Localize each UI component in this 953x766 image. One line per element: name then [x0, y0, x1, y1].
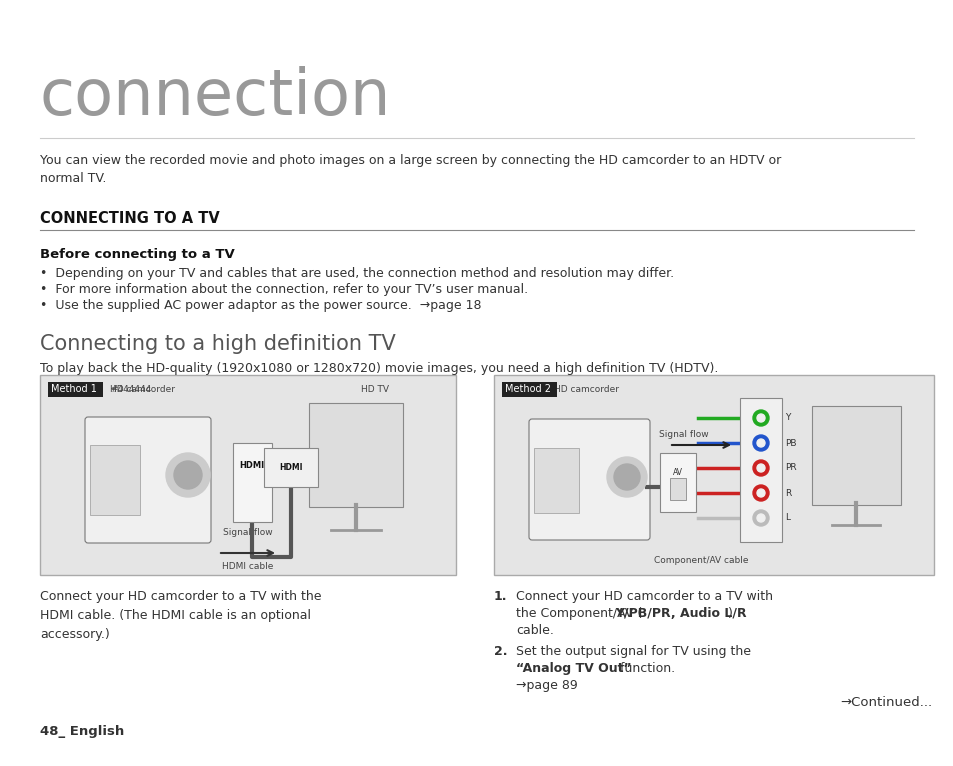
Text: PR: PR [784, 463, 796, 473]
Bar [90, 445, 140, 515]
FancyBboxPatch shape [264, 448, 317, 487]
Text: Method 1: Method 1 [51, 384, 97, 394]
Text: Connecting to a high definition TV: Connecting to a high definition TV [40, 334, 395, 354]
FancyBboxPatch shape [811, 406, 900, 505]
Text: HD camcorder: HD camcorder [110, 385, 174, 394]
Text: CONNECTING TO A TV: CONNECTING TO A TV [40, 211, 219, 226]
Text: Signal flow: Signal flow [659, 430, 708, 439]
Bar [501, 382, 557, 397]
Circle shape [752, 435, 768, 451]
Text: the Component/AV (: the Component/AV ( [516, 607, 641, 620]
Text: →Continued...: →Continued... [840, 696, 931, 709]
Text: Before connecting to a TV: Before connecting to a TV [40, 248, 234, 261]
Text: HDMI: HDMI [239, 460, 264, 470]
Circle shape [752, 410, 768, 426]
Text: connection: connection [40, 66, 391, 128]
Text: Signal flow: Signal flow [223, 528, 273, 537]
Text: To play back the HD-quality (1920x1080 or 1280x720) movie images, you need a hig: To play back the HD-quality (1920x1080 o… [40, 362, 718, 375]
Text: 2.: 2. [494, 645, 507, 658]
FancyBboxPatch shape [233, 443, 272, 522]
Text: •  For more information about the connection, refer to your TV’s user manual.: • For more information about the connect… [40, 283, 528, 296]
Text: HD camcorder: HD camcorder [554, 385, 618, 394]
Text: HD TV: HD TV [858, 420, 886, 429]
Text: Y: Y [784, 414, 789, 423]
Bar [40, 375, 456, 575]
Circle shape [752, 460, 768, 476]
Text: HDMI: HDMI [279, 463, 302, 473]
Text: •  Use the supplied AC power adaptor as the power source.  →page 18: • Use the supplied AC power adaptor as t… [40, 299, 481, 312]
Circle shape [757, 464, 764, 472]
FancyBboxPatch shape [309, 403, 402, 507]
Circle shape [614, 464, 639, 490]
Text: R: R [784, 489, 790, 497]
Bar [534, 448, 578, 513]
Text: Connect your HD camcorder to a TV with the
HDMI cable. (The HDMI cable is an opt: Connect your HD camcorder to a TV with t… [40, 590, 321, 641]
Text: ): ) [727, 607, 732, 620]
Text: HDMI cable: HDMI cable [222, 562, 274, 571]
Circle shape [173, 461, 202, 489]
FancyBboxPatch shape [659, 453, 696, 512]
Text: HD TV: HD TV [360, 385, 389, 394]
FancyBboxPatch shape [740, 398, 781, 542]
Circle shape [757, 514, 764, 522]
Bar [669, 478, 685, 500]
Text: cable.: cable. [516, 624, 554, 637]
Circle shape [166, 453, 210, 497]
Text: Connect your HD camcorder to a TV with: Connect your HD camcorder to a TV with [516, 590, 772, 603]
FancyBboxPatch shape [85, 417, 211, 543]
Text: function.: function. [616, 662, 675, 675]
Circle shape [606, 457, 646, 497]
Text: Method 2: Method 2 [504, 384, 551, 394]
Circle shape [757, 439, 764, 447]
Text: •  Depending on your TV and cables that are used, the connection method and reso: • Depending on your TV and cables that a… [40, 267, 674, 280]
Text: L: L [784, 513, 789, 522]
Text: You can view the recorded movie and photo images on a large screen by connecting: You can view the recorded movie and phot… [40, 154, 781, 185]
Text: Component/AV cable: Component/AV cable [654, 556, 748, 565]
Text: →page 89: →page 89 [516, 679, 578, 692]
FancyBboxPatch shape [529, 419, 649, 540]
Text: PB: PB [784, 438, 796, 447]
Bar [494, 375, 933, 575]
Circle shape [752, 485, 768, 501]
Text: #444444: #444444 [110, 385, 152, 394]
Text: AV: AV [672, 468, 682, 477]
Circle shape [757, 414, 764, 422]
Circle shape [757, 489, 764, 497]
Text: 1.: 1. [494, 590, 507, 603]
Text: 48_ English: 48_ English [40, 725, 124, 738]
Text: “Analog TV Out”: “Analog TV Out” [516, 662, 631, 675]
Bar [48, 382, 103, 397]
Circle shape [752, 510, 768, 526]
Text: Y/PB/PR, Audio L/R: Y/PB/PR, Audio L/R [615, 607, 746, 620]
Text: Set the output signal for TV using the: Set the output signal for TV using the [516, 645, 750, 658]
